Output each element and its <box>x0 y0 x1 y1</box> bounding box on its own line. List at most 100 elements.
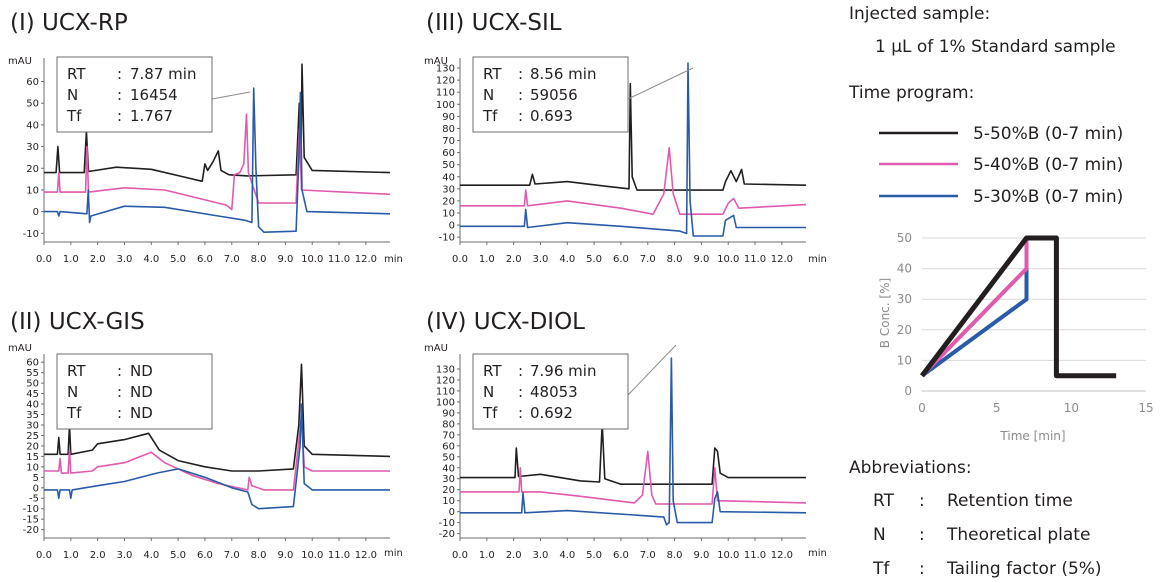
x-tick-label: 15 <box>1138 401 1153 415</box>
info-box: RT N Tf : : : 8.56 min 59056 0.693 <box>472 56 694 133</box>
x-tick-label: 11.0 <box>744 254 766 265</box>
info-tf-value: 0.692 <box>530 404 573 422</box>
y-tick-label: 100 <box>436 100 455 111</box>
y-tick-label: 120 <box>436 375 455 386</box>
abbr-tf-text: Tailing factor (5%) <box>946 559 1102 579</box>
y-tick-label: 130 <box>436 364 455 375</box>
y-tick-label: -10 <box>23 229 39 240</box>
panel-title: (III) UCX-SIL <box>426 10 562 36</box>
x-unit-label: min <box>384 254 403 265</box>
x-tick-label: 1.0 <box>479 254 495 265</box>
x-tick-label: 0.0 <box>452 254 468 265</box>
y-tick-label: 30 <box>442 184 455 195</box>
info-tf-key: Tf <box>482 404 498 422</box>
plot-area: -10 0 10 20 30 40 50 60 0.0 1.0 2.0 3.0 4.0 5.0 6.0 7.0… <box>23 58 391 265</box>
x-tick-label: 2.0 <box>506 254 522 265</box>
x-tick-label: 0.0 <box>452 550 468 561</box>
y-tick-label: 40 <box>442 172 455 183</box>
chromatogram-trace-0 <box>44 363 391 472</box>
info-box-frame <box>472 56 629 133</box>
info-box-frame <box>56 353 213 430</box>
y-tick-label: 45 <box>26 389 39 400</box>
time-program-label: Time program: <box>848 83 974 103</box>
info-tf-value: ND <box>130 404 153 422</box>
x-tick-label: 9.0 <box>693 550 709 561</box>
info-n-value: ND <box>130 383 153 401</box>
y-tick-label: 50 <box>26 379 39 390</box>
x-tick-label: 3.0 <box>117 550 133 561</box>
x-tick-label: 1.0 <box>63 254 79 265</box>
x-tick-label: 3.0 <box>533 550 549 561</box>
y-unit-label: mAU <box>8 56 32 67</box>
x-tick-label: 4.0 <box>559 550 575 561</box>
panel-title: (II) UCX-GIS <box>10 309 145 335</box>
x-tick-label: 11.0 <box>328 254 350 265</box>
gradient-line-2 <box>920 235 1117 379</box>
x-tick-label: 5.0 <box>170 254 186 265</box>
x-tick-label: 8.0 <box>667 550 683 561</box>
x-tick-label: 8.0 <box>667 254 683 265</box>
y-tick-label: 30 <box>442 474 455 485</box>
chart-panel-ucx-gis: (II) UCX-GIS mAU min -20-15-10-505101520… <box>8 309 403 561</box>
x-tick-label: 5.0 <box>586 550 602 561</box>
info-rt-value: 8.56 min <box>530 65 596 83</box>
legend-label-30: 5-30%B (0-7 min) <box>973 187 1123 207</box>
x-tick-label: 12.0 <box>355 550 377 561</box>
chart-panel-ucx-rp: (I) UCX-RP mAU min -10 0 10 20 30 40 50 60 0.0 1.… <box>8 10 403 265</box>
info-n-value: 16454 <box>130 86 178 104</box>
abbr-n-sep: : <box>919 525 925 545</box>
x-tick-label: 12.0 <box>771 550 793 561</box>
y-tick-label: 50 <box>442 452 455 463</box>
y-tick-label: 10 <box>26 462 39 473</box>
x-tick-label: 8.0 <box>251 254 267 265</box>
gradient-line-0 <box>920 236 1117 378</box>
callout-line <box>627 344 677 396</box>
y-tick-label: 90 <box>442 112 455 123</box>
info-tf-key: Tf <box>66 404 82 422</box>
injected-label: Injected sample: <box>849 4 990 24</box>
panel-title: (I) UCX-RP <box>10 10 128 36</box>
x-tick-label: 11.0 <box>328 550 350 561</box>
y-tick-label: 70 <box>442 136 455 147</box>
chromatogram-trace-2 <box>460 62 806 237</box>
y-tick-label: 30 <box>897 292 912 306</box>
info-n-key: N <box>67 86 78 104</box>
chromatogram-trace-2 <box>44 87 391 233</box>
info-rt-colon: : <box>518 362 523 380</box>
y-tick-label: 80 <box>442 419 455 430</box>
y-tick-label: 20 <box>26 441 39 452</box>
y-tick-label: 40 <box>26 400 39 411</box>
x-tick-label: 4.0 <box>143 254 159 265</box>
injected-value: 1 μL of 1% Standard sample <box>875 37 1116 57</box>
callout-line <box>627 67 694 100</box>
info-n-value: 48053 <box>530 383 578 401</box>
info-rt-colon: : <box>518 65 523 83</box>
y-tick-label: 20 <box>442 196 455 207</box>
x-tick-label: 1.0 <box>63 550 79 561</box>
y-tick-label: -10 <box>439 518 455 529</box>
y-tick-label: 130 <box>436 64 455 75</box>
chromatogram-trace-1 <box>460 450 807 505</box>
abbr-tf-sep: : <box>919 559 925 579</box>
abbr-tf: Tf <box>872 559 890 579</box>
y-tick-label: 40 <box>442 463 455 474</box>
info-box: RT N Tf : : : 7.87 min 16454 1.767 <box>56 56 251 133</box>
chromatogram-trace-2 <box>460 357 807 526</box>
info-tf-value: 1.767 <box>130 107 173 125</box>
y-tick-label: 60 <box>26 358 39 369</box>
y-axis-label: B Conc. [%] <box>878 278 892 348</box>
x-tick-label: 2.0 <box>506 550 522 561</box>
chromatogram-trace-0 <box>460 82 807 191</box>
legend-label-40: 5-40%B (0-7 min) <box>973 155 1123 175</box>
x-tick-label: 9.0 <box>693 254 709 265</box>
chromatogram-trace-0 <box>460 423 806 486</box>
y-tick-label: 10 <box>442 209 455 220</box>
side-legend: Injected sample: 1 μL of 1% Standard sam… <box>848 4 1154 579</box>
x-tick-label: 12.0 <box>771 254 793 265</box>
y-tick-label: 0 <box>904 384 912 398</box>
info-tf-colon: : <box>518 404 523 422</box>
